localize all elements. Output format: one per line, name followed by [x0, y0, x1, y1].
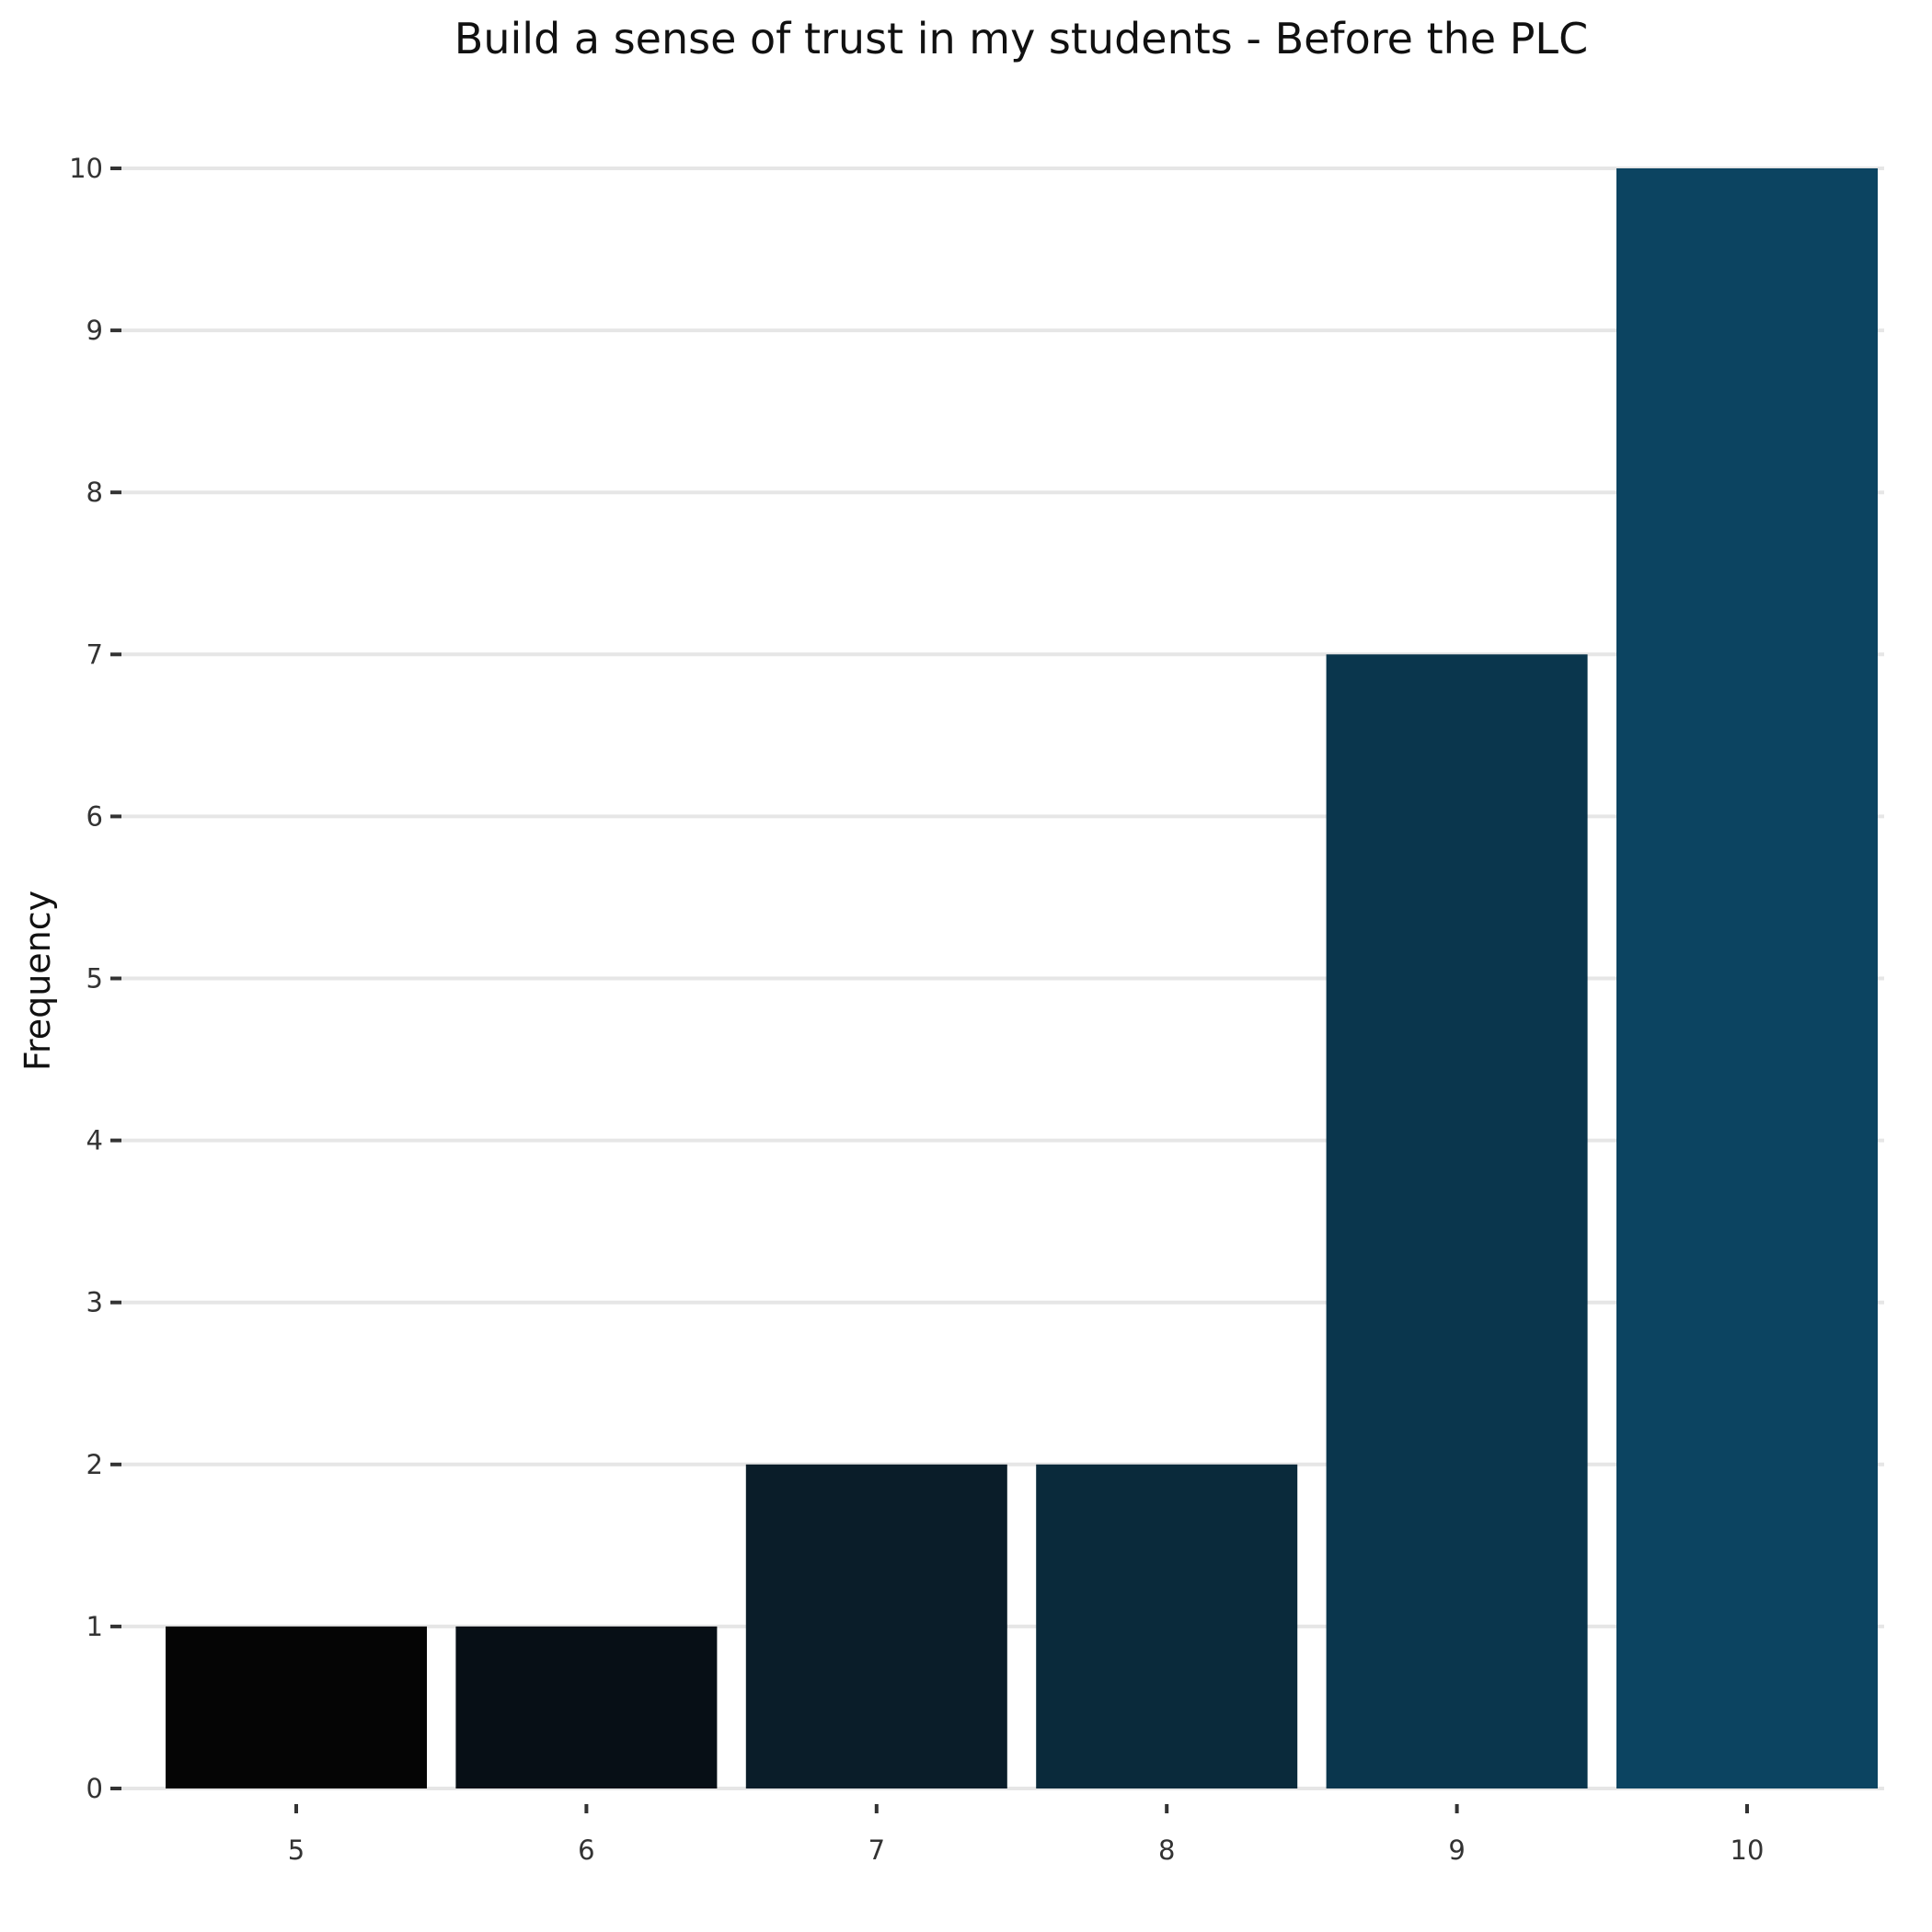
y-tick-label: 6	[86, 800, 103, 832]
y-tick-label: 2	[86, 1449, 103, 1480]
bar-6	[455, 1626, 718, 1788]
y-tick-label: 9	[86, 315, 103, 346]
y-tick-label: 1	[86, 1611, 103, 1642]
x-tick-label: 9	[1448, 1834, 1465, 1866]
x-tick-label: 10	[1731, 1834, 1765, 1866]
x-tick-label: 6	[578, 1834, 594, 1866]
chart-title: Build a sense of trust in my students - …	[454, 14, 1588, 63]
bars	[166, 168, 1878, 1788]
y-tick-label: 8	[86, 477, 103, 508]
y-tick-label: 7	[86, 638, 103, 670]
y-axis-label: Frequency	[17, 891, 58, 1071]
y-tick-label: 10	[69, 153, 103, 184]
y-axis: 0 1 2 3 4 5 6 7 8 9 10	[69, 153, 121, 1804]
bar-7	[745, 1464, 1007, 1788]
y-tick-label: 3	[86, 1287, 103, 1318]
bar-9	[1326, 654, 1588, 1788]
bar-5	[166, 1626, 427, 1788]
y-tick-label: 0	[86, 1773, 103, 1804]
y-tick-label: 5	[86, 963, 103, 995]
bar-10	[1616, 168, 1878, 1788]
bar-8	[1036, 1464, 1298, 1788]
x-axis: 5 6 7 8 9 10	[288, 1804, 1765, 1866]
x-tick-label: 7	[868, 1834, 885, 1866]
x-tick-label: 5	[288, 1834, 305, 1866]
x-tick-label: 8	[1158, 1834, 1175, 1866]
y-tick-label: 4	[86, 1125, 103, 1156]
